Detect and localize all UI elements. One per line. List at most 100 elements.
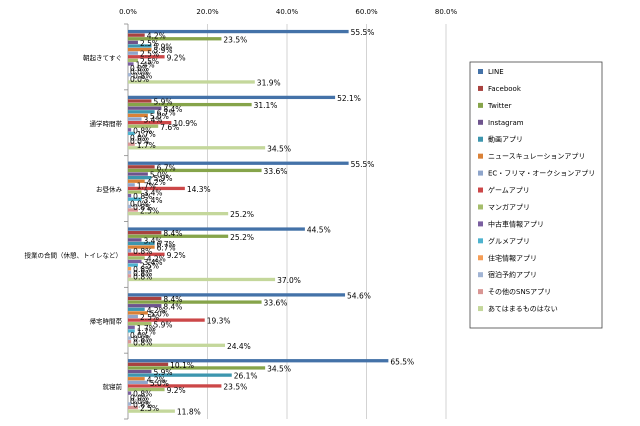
legend-entry: Twitter (487, 102, 512, 110)
bar (128, 40, 138, 45)
legend-entry: 宿泊予約アプリ (488, 270, 537, 279)
bar (128, 241, 155, 246)
legend-swatch (478, 69, 483, 74)
bar (128, 161, 349, 165)
data-label: 0.0% (130, 134, 149, 143)
data-label: 2.5% (140, 207, 159, 216)
bar (128, 146, 266, 150)
legend-entry: ゲームアプリ (488, 186, 530, 195)
legend-swatch (478, 85, 483, 91)
bar (128, 296, 162, 301)
bar (128, 179, 145, 183)
bar (128, 193, 132, 198)
data-label: 31.9% (257, 79, 281, 88)
bar (128, 322, 152, 326)
bars (128, 29, 389, 413)
x-tick-label: 20.0% (196, 8, 219, 16)
data-label: 4.2% (147, 306, 166, 315)
data-label: 33.6% (264, 299, 288, 308)
data-label: 5.0% (150, 112, 169, 121)
bar (128, 51, 138, 55)
legend-swatch (478, 187, 483, 193)
bar (128, 369, 152, 374)
bar (128, 377, 145, 381)
x-tick-label: 60.0% (355, 8, 378, 16)
bar (128, 124, 159, 128)
bar (128, 274, 132, 278)
bar (128, 405, 138, 410)
data-label: 6.7% (157, 240, 176, 249)
legend-entry: 中古車情報アプリ (488, 219, 544, 228)
bar (128, 259, 142, 264)
data-label: 11.8% (177, 408, 201, 417)
data-label: 4.2% (147, 254, 166, 263)
data-label: 6.7% (157, 108, 176, 117)
data-label: 0.8% (133, 265, 152, 274)
bar (128, 256, 145, 260)
bar (128, 172, 148, 176)
data-label: 0.8% (133, 338, 152, 347)
bar (128, 402, 132, 406)
legend-swatch (478, 238, 483, 244)
bar (128, 227, 305, 231)
legend-entry: その他のSNSアプリ (488, 287, 551, 296)
data-label: 8.4% (163, 302, 182, 311)
legend-entry: 動画アプリ (488, 135, 523, 144)
bar (128, 293, 346, 297)
legend-swatch (478, 306, 483, 312)
data-label: 0.8% (133, 192, 152, 201)
data-label: 0.8% (133, 390, 152, 399)
data-label: 5.0% (150, 379, 169, 388)
legend-swatch (478, 119, 483, 125)
bar (128, 73, 132, 77)
data-label: 2.5% (140, 262, 159, 271)
bar (128, 277, 276, 282)
data-label: 0.8% (133, 335, 152, 344)
data-label: 65.5% (390, 357, 414, 366)
data-label: 37.0% (277, 276, 301, 285)
bar (128, 183, 135, 187)
legend-swatch (478, 272, 483, 278)
data-label: 0.8% (133, 203, 152, 212)
bar (128, 300, 262, 304)
bar (128, 204, 132, 209)
data-label: 52.1% (337, 94, 361, 103)
bar (128, 267, 132, 271)
bar (128, 249, 132, 253)
data-label: 19.3% (207, 317, 231, 326)
data-label: 25.2% (230, 210, 254, 219)
data-label: 5.9% (153, 46, 172, 55)
data-label: 2.5% (140, 39, 159, 48)
data-label: 3.4% (144, 258, 163, 267)
bar (128, 80, 255, 84)
bar (128, 208, 138, 212)
data-label: 1.7% (137, 181, 156, 190)
legend-swatch (478, 153, 483, 159)
data-label: 0.0% (130, 393, 149, 402)
bar (128, 304, 162, 308)
legend-swatch (478, 255, 483, 261)
bar (128, 359, 389, 363)
data-label: 2.5% (140, 313, 159, 322)
bar (128, 314, 138, 319)
bar (128, 186, 185, 191)
data-label: 3.4% (144, 196, 163, 205)
bar (128, 373, 232, 377)
data-label: 0.0% (130, 137, 149, 146)
data-label: 0.8% (133, 400, 152, 409)
data-label: 9.2% (167, 251, 186, 260)
bar (128, 120, 172, 125)
data-label: 0.0% (130, 68, 149, 77)
data-label: 2.5% (140, 404, 159, 413)
legend-entry: Facebook (488, 85, 522, 93)
legend-entry: ニュースキュレーションアプリ (488, 153, 585, 161)
data-label: 6.7% (157, 163, 176, 172)
data-label: 3.4% (144, 236, 163, 245)
data-label: 2.5% (140, 50, 159, 59)
data-label: 9.2% (167, 53, 186, 62)
data-label: 0.8% (133, 71, 152, 80)
bar (128, 343, 225, 347)
bar (128, 409, 175, 413)
data-label: 0.8% (133, 272, 152, 281)
